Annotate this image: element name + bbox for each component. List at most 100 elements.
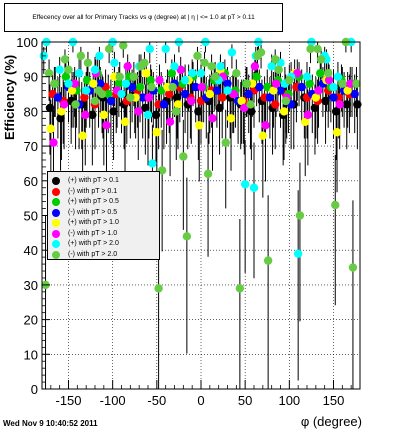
- y-tick-label: 10: [24, 347, 38, 362]
- y-tick-label: 90: [24, 70, 38, 85]
- data-point: [143, 110, 153, 120]
- data-point: [226, 114, 236, 123]
- legend-label: (-) with pT > 0.1: [68, 187, 118, 195]
- x-tick-label: 100: [278, 393, 300, 408]
- data-point: [293, 69, 302, 78]
- data-point: [148, 159, 157, 168]
- data-point: [335, 100, 344, 109]
- x-tick-label: 150: [323, 393, 345, 408]
- data-point: [256, 48, 266, 57]
- data-point: [180, 75, 190, 85]
- legend-label: (-) with pT > 1.0: [68, 229, 118, 237]
- data-point: [146, 75, 155, 85]
- data-point: [297, 82, 306, 92]
- data-point: [285, 75, 294, 85]
- y-tick-label: 20: [24, 313, 38, 328]
- data-point: [250, 62, 260, 71]
- data-point: [302, 72, 312, 81]
- data-point: [57, 107, 66, 116]
- data-point: [316, 69, 325, 78]
- data-point: [187, 69, 197, 78]
- data-point: [172, 93, 182, 102]
- data-point: [267, 62, 276, 71]
- data-point: [120, 117, 130, 127]
- data-point: [352, 79, 361, 88]
- data-point: [157, 86, 166, 95]
- data-point: [311, 93, 321, 102]
- data-point: [121, 79, 131, 88]
- data-point: [155, 75, 164, 85]
- legend-marker-icon: [52, 177, 60, 185]
- data-point: [329, 82, 338, 92]
- data-point: [49, 138, 58, 147]
- y-tick-label: 60: [24, 174, 38, 189]
- axis-layer: 0 10 20 30 40 50 60 70 80 90 100 -150 -100 -50 0 50 100 1…: [16, 35, 361, 408]
- data-point: [261, 121, 270, 130]
- data-point: [343, 86, 352, 95]
- data-point: [331, 107, 341, 116]
- legend-entry: (+) with pT > 2.0: [48, 239, 159, 249]
- data-point: [50, 79, 59, 88]
- data-point: [147, 82, 156, 92]
- data-point: [227, 48, 237, 57]
- data-point: [102, 121, 111, 130]
- data-point: [197, 82, 207, 92]
- data-point: [123, 62, 132, 71]
- data-point: [237, 96, 246, 106]
- data-point: [117, 89, 126, 99]
- data-point: [115, 72, 124, 81]
- data-point: [83, 58, 93, 68]
- data-point: [314, 86, 323, 95]
- data-point: [218, 93, 227, 102]
- data-point: [210, 72, 220, 81]
- data-point: [221, 138, 230, 147]
- data-point: [76, 51, 86, 61]
- legend-entry: (+) with pT > 0.1: [48, 176, 159, 186]
- x-tick-label: 0: [197, 393, 204, 408]
- data-point: [271, 79, 281, 88]
- data-point: [274, 65, 283, 74]
- data-point: [235, 284, 245, 293]
- legend-label: (+) with pT > 0.1: [68, 177, 119, 184]
- x-tick-label: -50: [147, 393, 166, 408]
- data-point: [170, 62, 179, 71]
- data-point: [71, 100, 80, 109]
- data-point: [81, 110, 90, 120]
- data-point: [157, 166, 167, 175]
- data-point: [55, 65, 64, 74]
- data-point: [154, 284, 163, 293]
- data-point: [135, 82, 145, 92]
- data-point: [109, 107, 118, 116]
- data-point: [81, 86, 91, 95]
- data-point: [126, 93, 135, 102]
- data-point: [194, 107, 203, 116]
- data-point: [172, 107, 181, 116]
- data-point: [301, 117, 310, 127]
- data-point: [205, 89, 215, 99]
- legend-label: (-) with pT > 2.0: [68, 250, 118, 258]
- x-axis-label: φ (degree): [300, 414, 362, 429]
- data-point: [207, 62, 216, 71]
- legend-entry: (-) with pT > 1.0: [48, 229, 159, 239]
- data-point: [144, 93, 154, 102]
- data-point: [271, 100, 280, 109]
- data-point: [306, 44, 315, 54]
- legend-marker-icon: [52, 240, 60, 248]
- data-point: [182, 232, 192, 241]
- data-point: [151, 110, 161, 120]
- data-point: [305, 79, 314, 88]
- legend-label: (+) with pT > 0.5: [68, 198, 119, 205]
- data-point: [247, 107, 256, 116]
- data-point: [338, 79, 347, 88]
- data-point: [129, 72, 139, 81]
- data-point: [165, 117, 175, 127]
- data-point: [195, 121, 204, 130]
- data-point: [348, 263, 358, 272]
- chart-title: Effecency over all for Primary Tracks vs…: [4, 3, 283, 32]
- data-point: [265, 93, 275, 102]
- data-point: [329, 93, 338, 102]
- x-tick-label: -100: [100, 393, 126, 408]
- data-point: [99, 110, 109, 120]
- data-point: [168, 82, 177, 92]
- data-point: [240, 103, 249, 113]
